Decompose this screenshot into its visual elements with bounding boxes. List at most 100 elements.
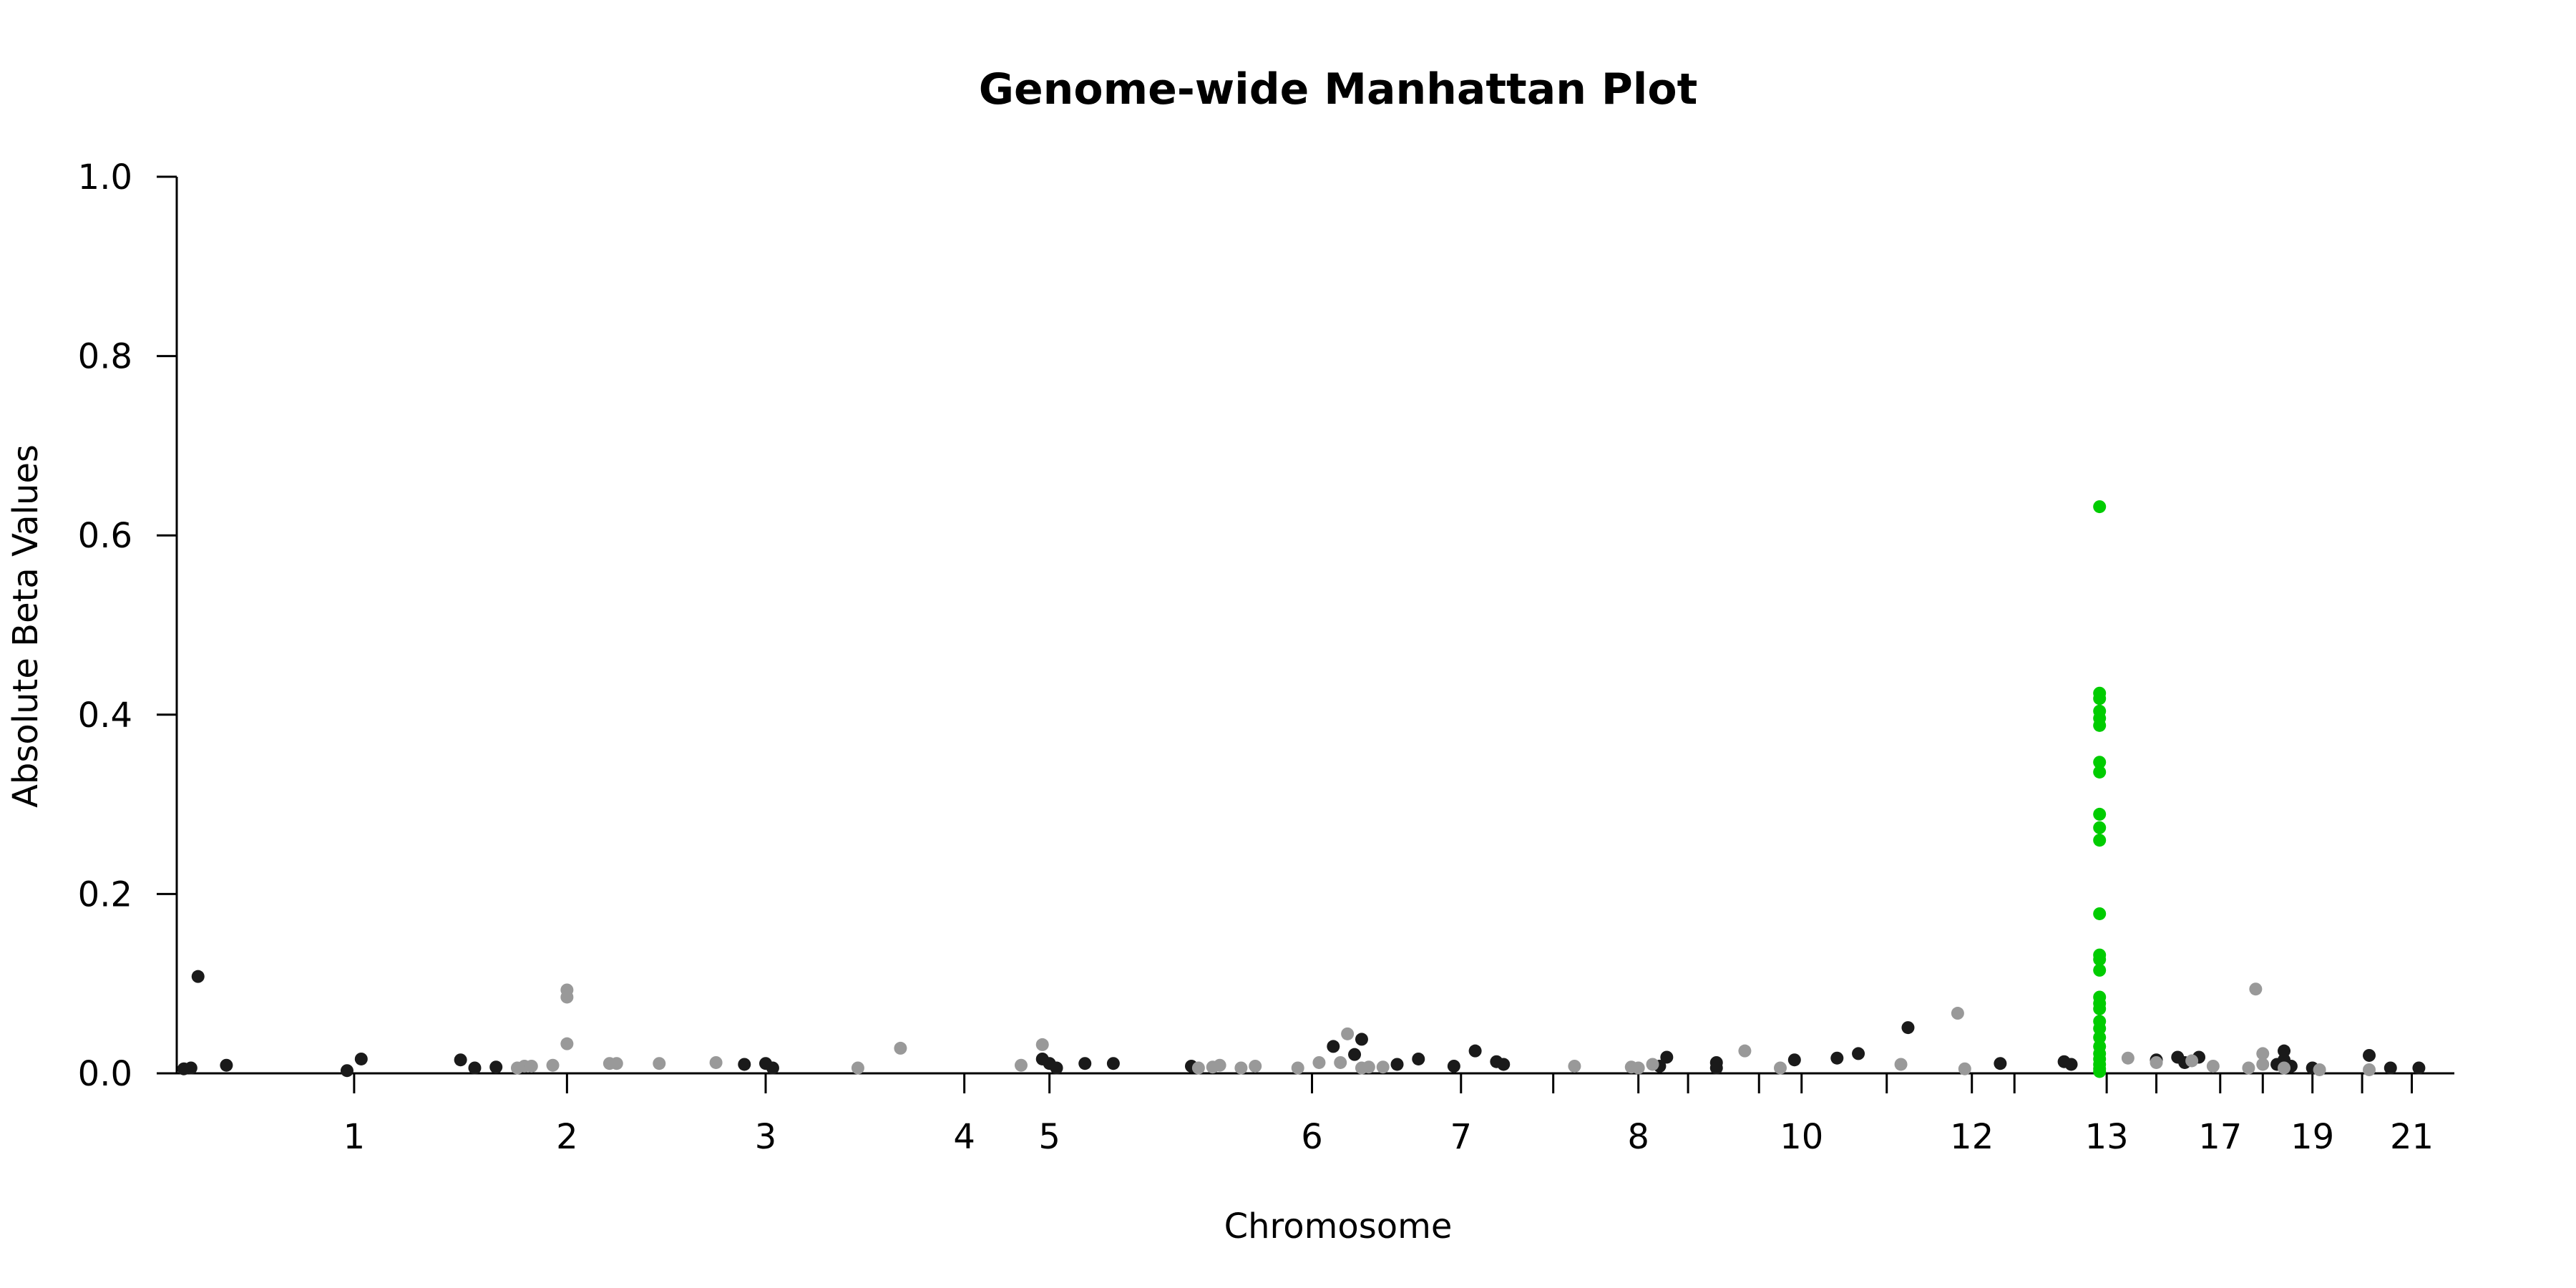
data-point — [191, 970, 205, 983]
data-point — [2278, 1044, 2291, 1058]
data-point — [1773, 1061, 1787, 1075]
data-point — [1951, 1007, 1964, 1020]
data-point — [560, 1037, 574, 1050]
chromosome-label: 21 — [2390, 1117, 2434, 1157]
data-point — [2363, 1063, 2376, 1076]
data-point — [546, 1058, 560, 1072]
data-point — [454, 1053, 467, 1067]
data-point — [184, 1061, 197, 1075]
chromosome-label: 10 — [1780, 1117, 1823, 1157]
data-point — [1035, 1038, 1049, 1051]
data-point — [220, 1058, 233, 1072]
data-point — [1050, 1061, 1063, 1075]
data-point — [354, 1052, 368, 1065]
data-point — [1660, 1050, 1674, 1064]
data-point — [340, 1064, 353, 1078]
chromosome-label: 4 — [953, 1117, 975, 1157]
data-point — [1738, 1044, 1752, 1058]
data-point — [2242, 1061, 2255, 1075]
data-point — [1787, 1053, 1801, 1067]
data-point — [1191, 1061, 1205, 1075]
data-point — [1568, 1059, 1581, 1073]
chromosome-label: 2 — [556, 1117, 578, 1157]
data-point — [560, 990, 574, 1004]
data-point — [1078, 1057, 1092, 1070]
data-point — [1958, 1062, 1971, 1075]
data-point — [2093, 765, 2107, 779]
data-point — [1327, 1040, 1340, 1053]
data-point — [709, 1055, 723, 1069]
data-point — [1334, 1055, 1347, 1069]
data-point — [2249, 982, 2263, 996]
data-point — [1497, 1058, 1511, 1071]
data-point — [1341, 1027, 1355, 1040]
y-tick-label: 0.2 — [78, 874, 132, 914]
data-point — [1291, 1061, 1304, 1075]
data-point — [1468, 1044, 1482, 1058]
data-point — [2363, 1048, 2376, 1062]
data-point — [2278, 1061, 2291, 1075]
data-point — [610, 1057, 623, 1070]
data-point — [2093, 1030, 2107, 1044]
data-point — [1348, 1048, 1362, 1061]
chromosome-label: 6 — [1301, 1117, 1323, 1157]
data-point — [1014, 1058, 1028, 1072]
data-point — [2121, 1051, 2135, 1065]
data-point — [2064, 1058, 2078, 1071]
chromosome-label: 17 — [2198, 1117, 2242, 1157]
y-tick-label: 0.4 — [78, 696, 132, 736]
data-point — [2150, 1055, 2163, 1069]
data-point — [2093, 963, 2107, 977]
data-point — [2093, 1022, 2107, 1035]
data-point — [2093, 692, 2107, 706]
data-point — [1362, 1060, 1375, 1074]
data-point — [2313, 1063, 2326, 1076]
data-point — [2093, 807, 2107, 821]
data-point — [738, 1058, 751, 1071]
data-point — [2093, 834, 2107, 847]
chart-title: Genome-wide Manhattan Plot — [979, 64, 1698, 114]
data-point — [1213, 1058, 1226, 1072]
chromosome-label: 3 — [755, 1117, 777, 1157]
data-point — [1412, 1052, 1425, 1065]
data-point — [468, 1061, 482, 1075]
chromosome-label: 5 — [1038, 1117, 1060, 1157]
y-tick-label: 0.0 — [78, 1054, 132, 1094]
data-point — [1646, 1058, 1659, 1071]
data-point — [1390, 1058, 1404, 1071]
data-point — [1894, 1058, 1908, 1071]
data-point — [2093, 821, 2107, 834]
data-point — [2256, 1047, 2270, 1060]
data-point — [1355, 1033, 1368, 1046]
y-axis-label: Absolute Beta Values — [6, 444, 46, 808]
data-point — [1249, 1059, 1262, 1073]
y-tick-label: 0.8 — [78, 337, 132, 377]
data-point — [1631, 1061, 1645, 1075]
data-point — [2093, 1065, 2107, 1078]
chromosome-label: 7 — [1450, 1117, 1473, 1157]
data-point — [1312, 1055, 1326, 1069]
x-axis-label: Chromosome — [1224, 1206, 1453, 1246]
chromosome-label: 8 — [1627, 1117, 1649, 1157]
data-point — [2093, 500, 2107, 514]
data-point — [2384, 1061, 2397, 1075]
data-point — [2093, 907, 2107, 920]
data-point — [1830, 1051, 1844, 1065]
data-point — [851, 1061, 864, 1075]
data-point — [894, 1041, 907, 1055]
axes: 0.00.20.40.60.81.01 2 3 4 5 6 7 8 10 12 13 17 19 21 — [78, 157, 2454, 1157]
data-point — [653, 1057, 666, 1070]
data-point — [2093, 1002, 2107, 1015]
data-point — [1852, 1047, 1865, 1060]
data-point — [1994, 1057, 2007, 1070]
data-point — [489, 1060, 503, 1074]
chromosome-label: 12 — [1950, 1117, 1994, 1157]
data-point — [766, 1061, 779, 1075]
data-point — [1709, 1061, 1723, 1075]
data-points — [177, 500, 2426, 1078]
data-point — [1901, 1021, 1915, 1035]
y-tick-label: 0.6 — [78, 516, 132, 556]
data-point — [1447, 1059, 1460, 1073]
